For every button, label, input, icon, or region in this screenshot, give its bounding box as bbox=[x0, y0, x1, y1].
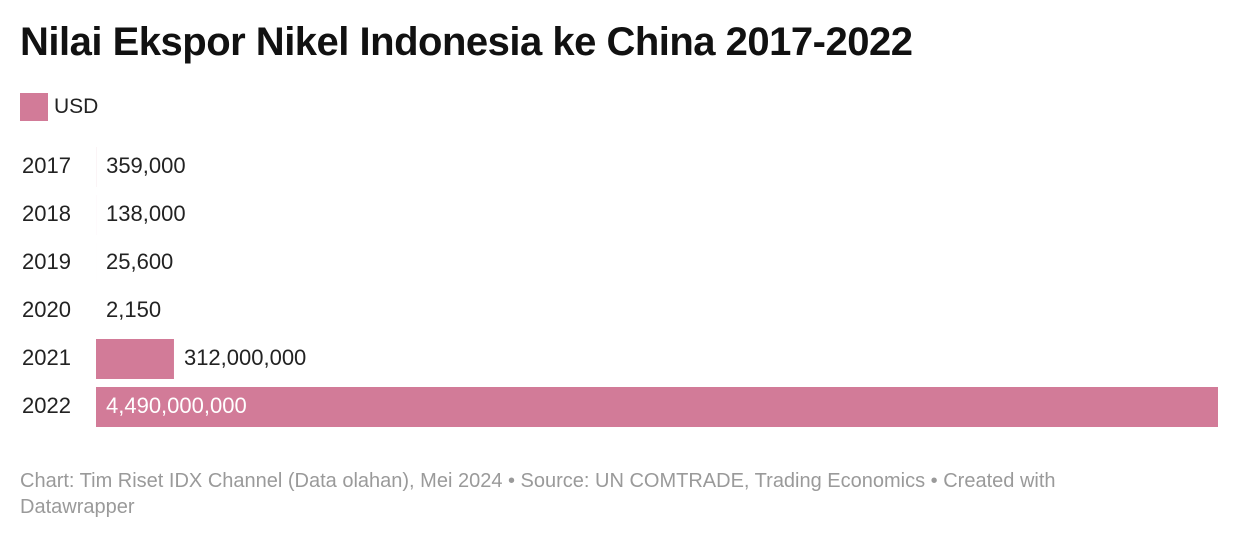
bar bbox=[96, 387, 1218, 427]
category-label: 2022 bbox=[22, 393, 71, 418]
category-label: 2017 bbox=[22, 153, 71, 178]
legend: USD bbox=[20, 93, 98, 121]
footer: Chart: Tim Riset IDX Channel (Data olaha… bbox=[20, 470, 1056, 518]
chart-title: Nilai Ekspor Nikel Indonesia ke China 20… bbox=[20, 20, 913, 64]
category-label: 2019 bbox=[22, 249, 71, 274]
legend-swatch bbox=[20, 93, 48, 121]
category-label: 2018 bbox=[22, 201, 71, 226]
category-label: 2021 bbox=[22, 345, 71, 370]
value-label: 312,000,000 bbox=[184, 345, 306, 370]
chart: 2017 359,000 2018 138,000 2019 25,600 2020 2,15… bbox=[22, 147, 1218, 427]
value-label: 4,490,000,000 bbox=[106, 393, 247, 418]
value-label: 359,000 bbox=[106, 153, 186, 178]
legend-label: USD bbox=[54, 95, 99, 118]
value-label: 25,600 bbox=[106, 249, 173, 274]
category-label: 2020 bbox=[22, 297, 71, 322]
bar bbox=[96, 339, 174, 379]
value-label: 2,150 bbox=[106, 297, 161, 322]
value-label: 138,000 bbox=[106, 201, 186, 226]
